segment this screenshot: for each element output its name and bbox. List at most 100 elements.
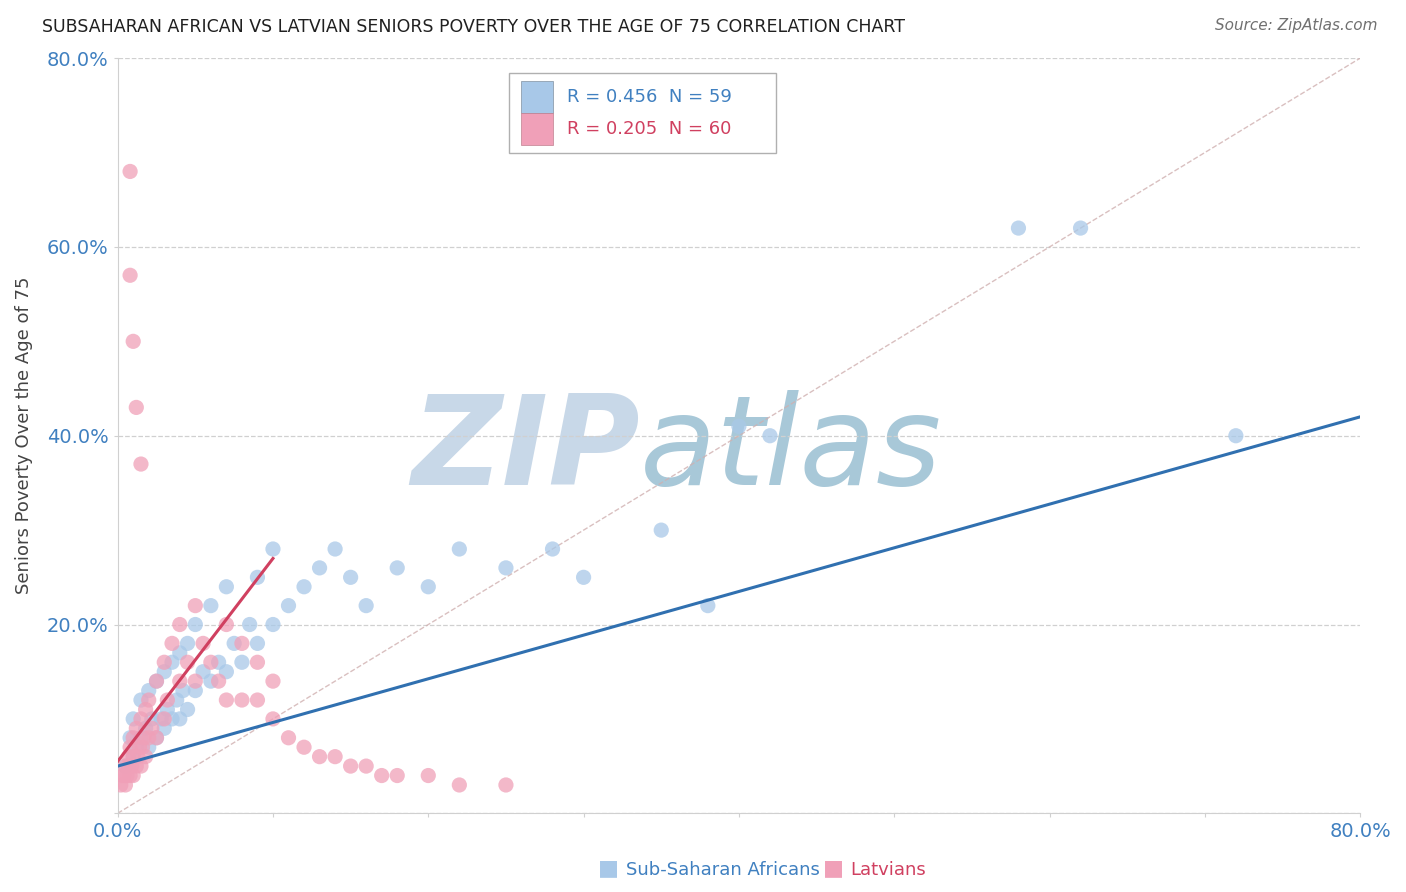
Point [200,599,222,613]
Point [418,580,440,594]
Point [1070,221,1092,235]
Point [122,749,145,764]
Point [308,749,330,764]
Point [153,665,176,679]
Point [184,599,207,613]
Point [759,428,782,442]
Point [231,655,253,669]
Point [339,570,361,584]
Point [122,334,145,349]
Text: R = 0.456  N = 59: R = 0.456 N = 59 [568,87,733,105]
Point [308,561,330,575]
Text: SUBSAHARAN AFRICAN VS LATVIAN SENIORS POVERTY OVER THE AGE OF 75 CORRELATION CHA: SUBSAHARAN AFRICAN VS LATVIAN SENIORS PO… [42,18,905,36]
Point [650,523,672,537]
Point [112,768,135,782]
Point [231,693,253,707]
Point [696,599,718,613]
Point [215,665,238,679]
Point [117,759,139,773]
Point [122,768,145,782]
Point [262,712,284,726]
Point [153,712,176,726]
Point [169,674,191,689]
Point [145,731,167,745]
FancyBboxPatch shape [522,113,553,145]
Point [120,164,142,178]
Point [128,740,150,755]
Point [541,541,564,556]
Point [117,749,139,764]
Point [176,636,198,650]
Point [246,636,269,650]
Point [129,712,152,726]
Point [191,636,214,650]
Point [191,665,214,679]
FancyBboxPatch shape [522,81,553,112]
Text: ■: ■ [598,859,619,879]
Point [200,674,222,689]
Point [172,683,194,698]
Point [131,740,153,755]
Point [449,541,471,556]
Point [120,740,142,755]
Point [323,541,346,556]
Point [122,731,145,745]
Point [135,702,157,716]
Point [354,759,377,773]
Point [262,674,284,689]
Point [129,693,152,707]
Point [125,722,148,736]
Text: ■: ■ [823,859,844,879]
Y-axis label: Seniors Poverty Over the Age of 75: Seniors Poverty Over the Age of 75 [15,277,32,594]
Point [169,712,191,726]
Point [418,768,440,782]
Point [153,655,176,669]
Point [292,740,315,755]
Point [1007,221,1029,235]
Point [215,693,238,707]
Point [160,712,183,726]
Point [125,401,148,415]
Point [449,778,471,792]
Point [160,655,183,669]
Point [145,674,167,689]
Point [184,674,207,689]
Point [207,674,229,689]
Point [110,778,132,792]
Point [156,693,179,707]
Point [150,712,173,726]
Point [120,731,142,745]
Point [141,722,163,736]
Point [184,617,207,632]
Point [114,759,136,773]
Point [246,655,269,669]
Point [125,759,148,773]
Text: atlas: atlas [640,391,942,511]
Point [122,712,145,726]
Point [176,655,198,669]
Point [387,768,409,782]
Text: Sub-Saharan Africans: Sub-Saharan Africans [626,861,820,879]
Point [114,759,136,773]
Point [224,636,246,650]
FancyBboxPatch shape [509,73,776,153]
Point [127,749,149,764]
Point [495,778,517,792]
Point [169,646,191,660]
Text: Latvians: Latvians [851,861,927,879]
Point [246,570,269,584]
Point [166,693,188,707]
Point [277,599,299,613]
Point [354,599,377,613]
Point [138,693,160,707]
Point [138,683,160,698]
Point [129,759,152,773]
Point [246,693,269,707]
Point [370,768,392,782]
Point [292,580,315,594]
Point [231,636,253,650]
Point [207,655,229,669]
Point [153,722,176,736]
Point [125,740,148,755]
Point [111,768,134,782]
